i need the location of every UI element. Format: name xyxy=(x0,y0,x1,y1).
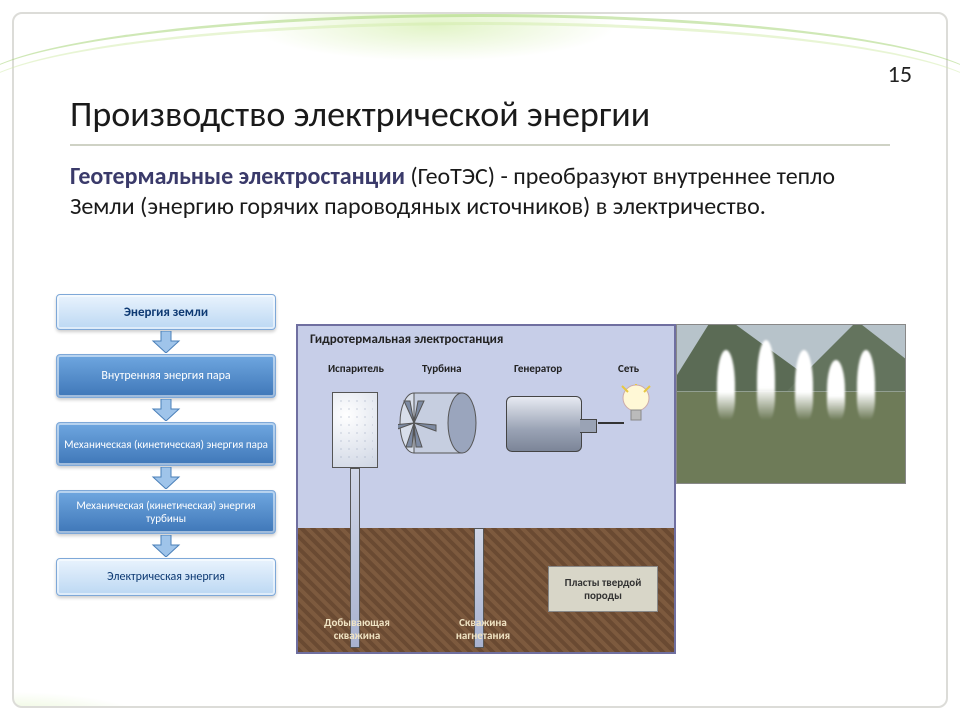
rock-layers-box: Пласты твердой породы xyxy=(548,566,658,612)
evaporator-icon xyxy=(332,392,378,468)
label-production-well: Добывающая скважина xyxy=(312,616,402,642)
flow-arrow-icon xyxy=(56,466,276,490)
geothermal-diagram: Гидротермальная электростанция Испарител… xyxy=(296,324,676,654)
steam-plume-icon xyxy=(757,340,775,420)
flow-arrow-icon xyxy=(56,398,276,422)
steam-plume-icon xyxy=(795,350,813,420)
decorative-swoosh xyxy=(14,14,946,84)
flow-arrow-icon xyxy=(56,330,276,354)
steam-plume-icon xyxy=(717,350,735,420)
page-number: 15 xyxy=(888,60,912,89)
steam-plume-icon xyxy=(857,350,875,420)
turbine-icon xyxy=(398,388,478,458)
flow-node: Механическая (кинетическая) энергия турб… xyxy=(56,490,276,534)
flow-node: Механическая (кинетическая) энергия пара xyxy=(56,422,276,466)
diagram-title: Гидротермальная электростанция xyxy=(310,332,503,347)
label-turbine: Турбина xyxy=(422,362,462,375)
body-paragraph: Геотермальные электростанции (ГеоТЭС) - … xyxy=(70,162,890,222)
label-evaporator: Испаритель xyxy=(328,362,384,375)
label-injection-well: Скважина нагнетания xyxy=(438,616,528,642)
bulb-icon xyxy=(620,384,652,428)
flow-node: Внутренняя энергия пара xyxy=(56,354,276,398)
generator-icon xyxy=(506,396,582,452)
label-grid: Сеть xyxy=(618,362,639,375)
flow-node: Электрическая энергия xyxy=(56,558,276,596)
flow-arrow-icon xyxy=(56,534,276,558)
geothermal-photo xyxy=(676,324,906,484)
label-generator: Генератор xyxy=(514,362,562,375)
lead-term: Геотермальные электростанции xyxy=(70,162,405,191)
slide-frame: 15 Производство электрической энергии Ге… xyxy=(12,12,948,708)
slide-title: Производство электрической энергии xyxy=(70,92,650,136)
title-underline xyxy=(70,144,890,146)
steam-plume-icon xyxy=(827,360,845,420)
flow-node: Энергия земли xyxy=(56,294,276,330)
energy-flowchart: Энергия земли Внутренняя энергия пара Меха… xyxy=(56,294,276,596)
